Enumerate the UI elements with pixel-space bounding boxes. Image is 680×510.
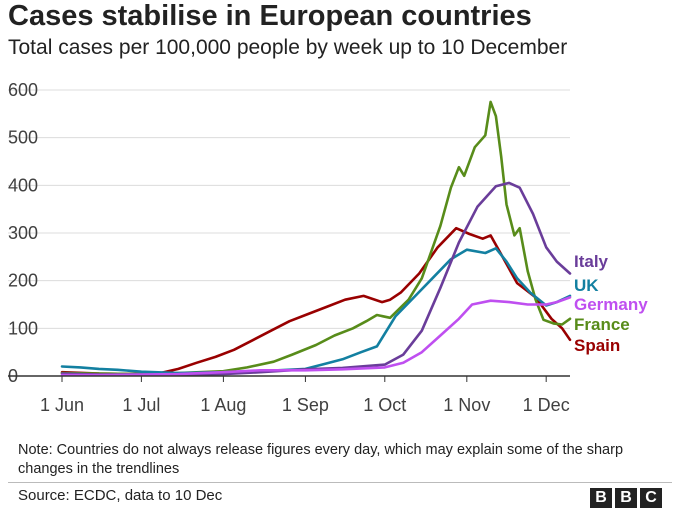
logo-letter: B <box>615 488 637 508</box>
x-tick-label: 1 Oct <box>363 395 406 415</box>
series-label-germany: Germany <box>574 295 648 314</box>
y-tick-label: 600 <box>8 80 38 100</box>
y-tick-label: 200 <box>8 271 38 291</box>
series-label-italy: Italy <box>574 252 609 271</box>
source-text: Source: ECDC, data to 10 Dec <box>18 487 223 504</box>
series-line-germany <box>60 296 572 377</box>
series-line-uk <box>60 247 572 375</box>
y-tick-label: 400 <box>8 175 38 195</box>
x-tick-label: 1 Aug <box>200 395 246 415</box>
chart-note: Note: Countries do not always release fi… <box>18 442 624 477</box>
bbc-logo: B B C <box>590 488 662 508</box>
y-tick-label: 300 <box>8 223 38 243</box>
series-line-france <box>60 100 572 376</box>
x-tick-label: 1 Jun <box>40 395 84 415</box>
series-label-uk: UK <box>574 276 599 295</box>
series-label-spain: Spain <box>574 336 620 355</box>
footer-divider <box>8 482 672 483</box>
logo-letter: B <box>590 488 612 508</box>
y-tick-label: 500 <box>8 128 38 148</box>
x-tick-label: 1 Dec <box>523 395 570 415</box>
chart-subtitle: Total cases per 100,000 people by week u… <box>8 36 568 59</box>
logo-letter: C <box>640 488 662 508</box>
series-label-france: France <box>574 315 630 334</box>
gridlines <box>8 89 570 329</box>
series-lines <box>60 100 572 377</box>
x-tick-label: 1 Nov <box>443 395 490 415</box>
y-tick-label: 100 <box>8 318 38 338</box>
x-tick-label: 1 Jul <box>122 395 160 415</box>
chart-title: Cases stabilise in European countries <box>8 0 532 32</box>
x-tick-label: 1 Sep <box>282 395 329 415</box>
